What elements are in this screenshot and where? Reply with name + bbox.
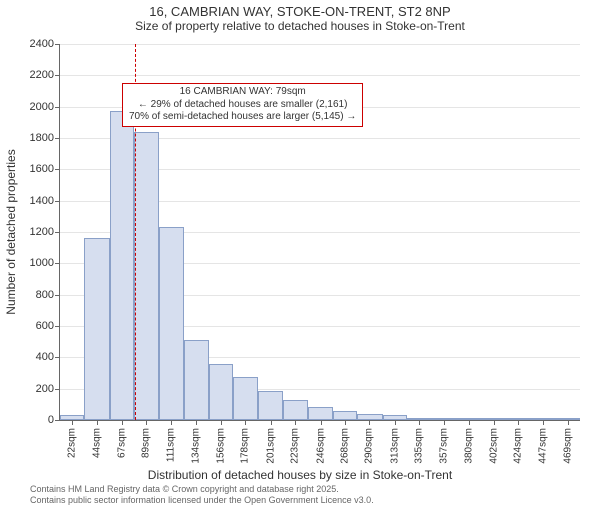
histogram-bar <box>209 364 233 420</box>
y-tick-label: 0 <box>14 414 54 426</box>
x-tick-label: 380sqm <box>464 428 475 464</box>
attribution-line-2: Contains public sector information licen… <box>30 495 374 506</box>
x-tick <box>171 420 172 425</box>
histogram-bar <box>258 391 282 420</box>
x-tick-label: 134sqm <box>191 428 202 464</box>
attribution-text: Contains HM Land Registry data © Crown c… <box>30 484 374 506</box>
y-tick-label: 2400 <box>14 38 54 50</box>
y-tick-label: 2000 <box>14 101 54 113</box>
x-tick <box>568 420 569 425</box>
x-tick <box>122 420 123 425</box>
y-tick-label: 2200 <box>14 69 54 81</box>
x-tick-label: 268sqm <box>339 428 350 464</box>
x-tick <box>345 420 346 425</box>
histogram-bar <box>159 227 185 420</box>
y-axis-line <box>59 44 60 420</box>
chart-title-block: 16, CAMBRIAN WAY, STOKE-ON-TRENT, ST2 8N… <box>0 0 600 33</box>
property-size-histogram: 16, CAMBRIAN WAY, STOKE-ON-TRENT, ST2 8N… <box>0 0 600 500</box>
histogram-bar <box>308 407 332 420</box>
x-tick <box>444 420 445 425</box>
y-tick-label: 1200 <box>14 226 54 238</box>
histogram-bar <box>110 111 134 420</box>
histogram-bar <box>184 340 208 420</box>
x-tick-label: 178sqm <box>240 428 251 464</box>
x-tick <box>395 420 396 425</box>
histogram-bar <box>283 400 309 420</box>
y-tick-label: 1000 <box>14 257 54 269</box>
x-tick <box>271 420 272 425</box>
x-tick <box>494 420 495 425</box>
y-tick-label: 1600 <box>14 163 54 175</box>
x-tick <box>321 420 322 425</box>
annotation-line-2: ← 29% of detached houses are smaller (2,… <box>129 99 356 112</box>
x-tick-label: 447sqm <box>538 428 549 464</box>
x-axis-title: Distribution of detached houses by size … <box>0 468 600 482</box>
x-tick-label: 424sqm <box>512 428 523 464</box>
x-tick <box>221 420 222 425</box>
y-tick-label: 1400 <box>14 195 54 207</box>
histogram-bar <box>84 238 110 420</box>
histogram-bar <box>134 132 158 420</box>
y-tick-label: 200 <box>14 383 54 395</box>
x-tick <box>196 420 197 425</box>
x-tick <box>72 420 73 425</box>
annotation-line-1: 16 CAMBRIAN WAY: 79sqm <box>129 86 356 99</box>
chart-title-sub: Size of property relative to detached ho… <box>0 19 600 33</box>
x-tick <box>369 420 370 425</box>
x-tick <box>518 420 519 425</box>
x-tick <box>543 420 544 425</box>
x-tick-label: 246sqm <box>315 428 326 464</box>
y-tick-label: 800 <box>14 289 54 301</box>
x-tick-label: 89sqm <box>141 428 152 458</box>
x-tick-label: 402sqm <box>488 428 499 464</box>
y-tick-label: 1800 <box>14 132 54 144</box>
x-tick-label: 201sqm <box>265 428 276 464</box>
x-tick <box>295 420 296 425</box>
x-tick <box>146 420 147 425</box>
annotation-box: 16 CAMBRIAN WAY: 79sqm ← 29% of detached… <box>122 83 363 127</box>
x-tick-label: 22sqm <box>67 428 78 458</box>
x-tick <box>97 420 98 425</box>
x-tick-label: 223sqm <box>290 428 301 464</box>
chart-title-main: 16, CAMBRIAN WAY, STOKE-ON-TRENT, ST2 8N… <box>0 4 600 19</box>
gridline <box>60 75 580 76</box>
plot-area: 16 CAMBRIAN WAY: 79sqm ← 29% of detached… <box>60 44 580 420</box>
x-tick-label: 313sqm <box>389 428 400 464</box>
x-tick-label: 67sqm <box>117 428 128 458</box>
x-tick-label: 44sqm <box>91 428 102 458</box>
x-tick-label: 156sqm <box>215 428 226 464</box>
histogram-bar <box>233 377 259 420</box>
x-tick-label: 111sqm <box>165 428 176 462</box>
x-tick-label: 469sqm <box>562 428 573 464</box>
histogram-bar <box>333 411 357 420</box>
x-tick-label: 335sqm <box>414 428 425 464</box>
annotation-line-3: 70% of semi-detached houses are larger (… <box>129 111 356 124</box>
gridline <box>60 44 580 45</box>
x-tick <box>245 420 246 425</box>
attribution-line-1: Contains HM Land Registry data © Crown c… <box>30 484 374 495</box>
x-tick <box>419 420 420 425</box>
x-tick-label: 357sqm <box>438 428 449 464</box>
y-tick-label: 600 <box>14 320 54 332</box>
x-tick-label: 290sqm <box>364 428 375 464</box>
y-tick-label: 400 <box>14 351 54 363</box>
x-tick <box>469 420 470 425</box>
